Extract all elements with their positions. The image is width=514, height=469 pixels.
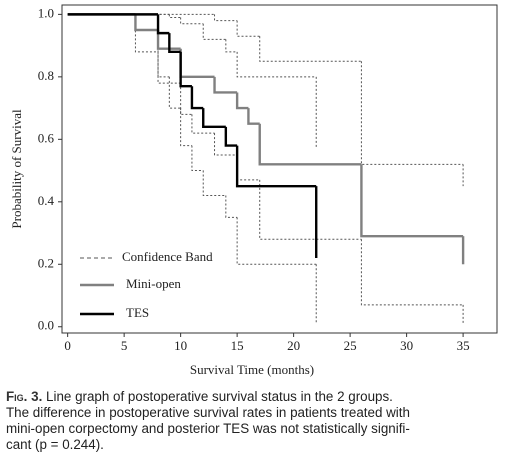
x-tick-label: 0 — [64, 338, 71, 353]
x-axis-label: Survival Time (months) — [190, 362, 314, 377]
y-tick-label: 1.0 — [38, 5, 54, 20]
survival-step — [247, 108, 260, 125]
survival-step — [360, 164, 464, 238]
y-tick-label: 0.8 — [38, 68, 54, 83]
x-tick-label: 35 — [457, 338, 470, 353]
survival-step — [156, 14, 170, 35]
confidence-band — [360, 239, 464, 306]
confidence-band — [225, 39, 238, 53]
survival-step — [190, 86, 204, 110]
confidence-band — [236, 51, 317, 78]
plot-frame — [61, 4, 498, 334]
survival-step — [156, 29, 181, 50]
x-tick-label: 10 — [174, 338, 187, 353]
survival-step — [179, 48, 215, 79]
y-tick-label: 0.0 — [38, 318, 54, 333]
caption-line: Fig. 3. Line graph of postoperative surv… — [6, 389, 393, 405]
confidence-band — [168, 76, 181, 109]
legend-label: TES — [126, 305, 149, 320]
confidence-band — [180, 108, 192, 147]
confidence-band — [214, 14, 238, 22]
confidence-band — [180, 17, 204, 25]
caption-line: The difference in postoperative survival… — [6, 405, 410, 420]
caption-line: mini-open corpectomy and posterior TES w… — [6, 421, 410, 436]
survival-step — [179, 51, 192, 88]
confidence-band — [259, 179, 362, 240]
confidence-band — [134, 14, 159, 53]
y-axis-label: Probability of Survival — [9, 109, 24, 229]
confidence-band — [360, 61, 464, 165]
survival-step — [168, 33, 181, 54]
confidence-band — [225, 195, 238, 218]
survival-step — [202, 108, 226, 129]
y-tick-label: 0.4 — [38, 193, 55, 208]
confidence-band — [236, 217, 317, 265]
confidence-band — [202, 170, 226, 197]
caption-line: cant (p = 0.244). — [6, 437, 104, 452]
y-tick-label: 0.2 — [38, 255, 54, 270]
confidence-band — [214, 133, 238, 156]
confidence-band — [202, 23, 226, 40]
confidence-band — [191, 145, 204, 172]
confidence-band — [191, 114, 215, 134]
confidence-band — [259, 36, 362, 62]
survival-step — [235, 92, 249, 110]
confidence-band — [157, 14, 170, 78]
caption-label: Fig. 3. — [6, 389, 43, 404]
x-tick-label: 20 — [287, 338, 300, 353]
survival-step — [224, 126, 238, 147]
legend-label: Mini-open — [126, 276, 181, 291]
x-tick-label: 25 — [344, 338, 357, 353]
x-tick-label: 15 — [231, 338, 244, 353]
survival-step — [235, 145, 317, 188]
y-tick-label: 0.6 — [38, 130, 55, 145]
survival-step — [258, 123, 362, 166]
caption-text: Line graph of postoperative survival sta… — [46, 389, 393, 404]
legend-label: Confidence Band — [122, 249, 213, 264]
confidence-band — [168, 14, 181, 18]
survival-step — [134, 14, 159, 32]
confidence-band — [180, 83, 192, 115]
confidence-band — [236, 20, 260, 37]
survival-step — [213, 76, 238, 94]
chart: Survival Time (months) Probability of Su… — [9, 4, 498, 377]
confidence-band — [236, 154, 260, 181]
x-tick-label: 5 — [121, 338, 128, 353]
x-tick-label: 30 — [400, 338, 413, 353]
